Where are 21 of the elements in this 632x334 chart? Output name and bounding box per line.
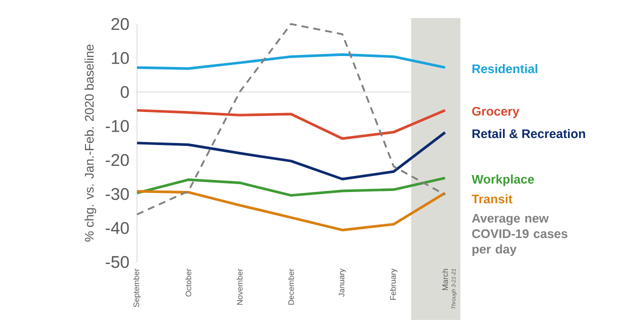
y-tick-label: 20: [112, 18, 129, 30]
line-series: [136, 131, 446, 180]
y-tick-label: 10: [112, 52, 129, 64]
y-tick-label: 0: [120, 86, 129, 98]
y-tick-label: -10: [106, 120, 129, 132]
y-tick-label: -40: [106, 222, 129, 234]
text: Residential: [472, 64, 538, 74]
text: Transit: [472, 194, 512, 204]
text: Workplace: [472, 174, 534, 186]
line-series: [136, 190, 446, 232]
line-series: [136, 53, 446, 70]
text: Average new COVID-19 cases per day: [472, 214, 568, 256]
line-series: [136, 176, 446, 197]
y-tick-label: -20: [106, 154, 129, 166]
line-series: [136, 109, 446, 140]
text: Grocery: [472, 106, 520, 118]
line-series: [136, 23, 446, 216]
text: Retail & Recreation: [472, 128, 586, 138]
y-tick-label: -50: [106, 256, 129, 268]
y-axis-title: % chg. vs. Jan.-Feb. 2020 baseline: [84, 44, 96, 242]
y-tick-label: -30: [106, 188, 129, 200]
